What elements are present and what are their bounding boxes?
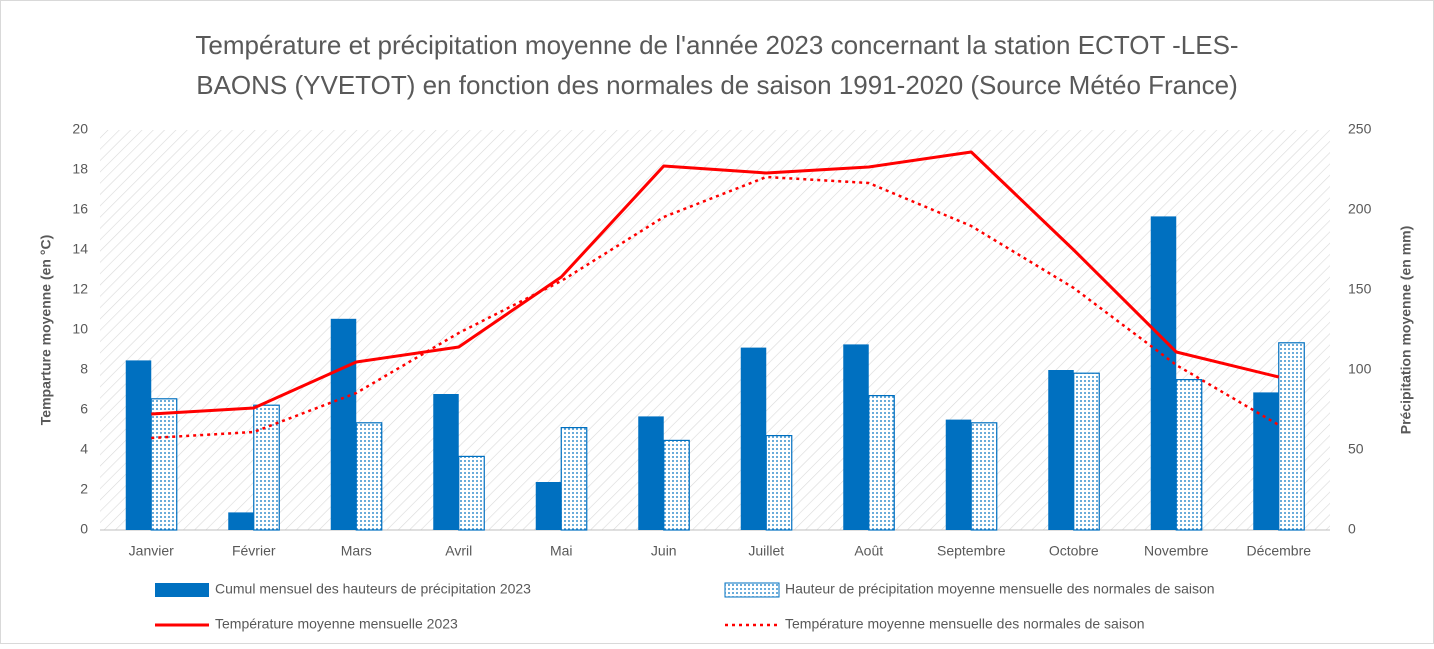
bar	[638, 416, 664, 530]
x-tick-label: Mai	[550, 543, 573, 559]
bar	[1278, 342, 1305, 531]
bar	[1253, 392, 1279, 530]
x-tick-label: Février	[232, 543, 276, 559]
bar	[253, 404, 280, 531]
bar	[150, 398, 178, 531]
y-tick-label: 2	[80, 481, 88, 497]
chart-title: Température et précipitation moyenne de …	[195, 30, 1238, 60]
bar	[458, 455, 485, 531]
legend-swatch	[724, 582, 780, 598]
x-tick-label: Décembre	[1246, 543, 1311, 559]
y-tick-label: 16	[72, 201, 88, 217]
bar	[843, 344, 869, 530]
y2-tick-label: 150	[1348, 281, 1372, 297]
x-tick-label: Novembre	[1144, 543, 1209, 559]
y-tick-label: 6	[80, 401, 88, 417]
legend-swatch	[155, 583, 209, 597]
legend-label: Température moyenne mensuelle des normal…	[785, 616, 1145, 632]
x-tick-label: Septembre	[937, 543, 1006, 559]
y-tick-label: 18	[72, 161, 88, 177]
bar	[945, 419, 972, 530]
x-tick-label: Juin	[651, 543, 677, 559]
x-tick-label: Juillet	[748, 543, 784, 559]
legend-label: Cumul mensuel des hauteurs de précipitat…	[215, 581, 531, 597]
y-tick-label: 14	[72, 241, 88, 257]
line	[151, 150, 1280, 416]
x-tick-label: Octobre	[1049, 543, 1099, 559]
bar	[1175, 379, 1203, 531]
bar	[560, 427, 588, 531]
bar	[433, 394, 459, 530]
bar	[355, 422, 383, 531]
y2-tick-label: 100	[1348, 361, 1372, 377]
bar	[970, 422, 998, 531]
plot-area	[100, 130, 1330, 530]
bar	[125, 360, 152, 530]
legend-label: Hauteur de précipitation moyenne mensuel…	[785, 581, 1215, 597]
y2-tick-label: 200	[1348, 201, 1372, 217]
bar	[1073, 372, 1100, 531]
bar	[535, 482, 562, 530]
y-tick-label: 12	[72, 281, 88, 297]
x-tick-label: Mars	[341, 543, 372, 559]
chart-title: BAONS (YVETOT) en fonction des normales …	[196, 70, 1237, 100]
y2-tick-label: 0	[1348, 521, 1356, 537]
bar	[228, 512, 254, 530]
y-tick-label: 20	[72, 121, 88, 137]
y2-tick-label: 50	[1348, 441, 1364, 457]
bar	[765, 435, 793, 531]
bar	[1150, 216, 1177, 530]
bar	[868, 395, 895, 531]
x-tick-label: Août	[854, 543, 883, 559]
bar	[1048, 370, 1074, 530]
y-tick-label: 0	[80, 521, 88, 537]
line	[151, 175, 1280, 440]
y-tick-label: 10	[72, 321, 88, 337]
legend-label: Température moyenne mensuelle 2023	[215, 616, 458, 632]
y-tick-label: 4	[80, 441, 88, 457]
y2-axis-title: Précipitation moyenne (en mm)	[1398, 226, 1414, 434]
y-tick-label: 8	[80, 361, 88, 377]
bar	[330, 318, 357, 530]
y2-tick-label: 250	[1348, 121, 1372, 137]
x-tick-label: Avril	[445, 543, 472, 559]
y-axis-title: Temparture moyenne (en °C)	[38, 235, 54, 425]
bar	[740, 347, 767, 530]
bar	[663, 439, 690, 531]
x-tick-label: Janvier	[129, 543, 174, 559]
